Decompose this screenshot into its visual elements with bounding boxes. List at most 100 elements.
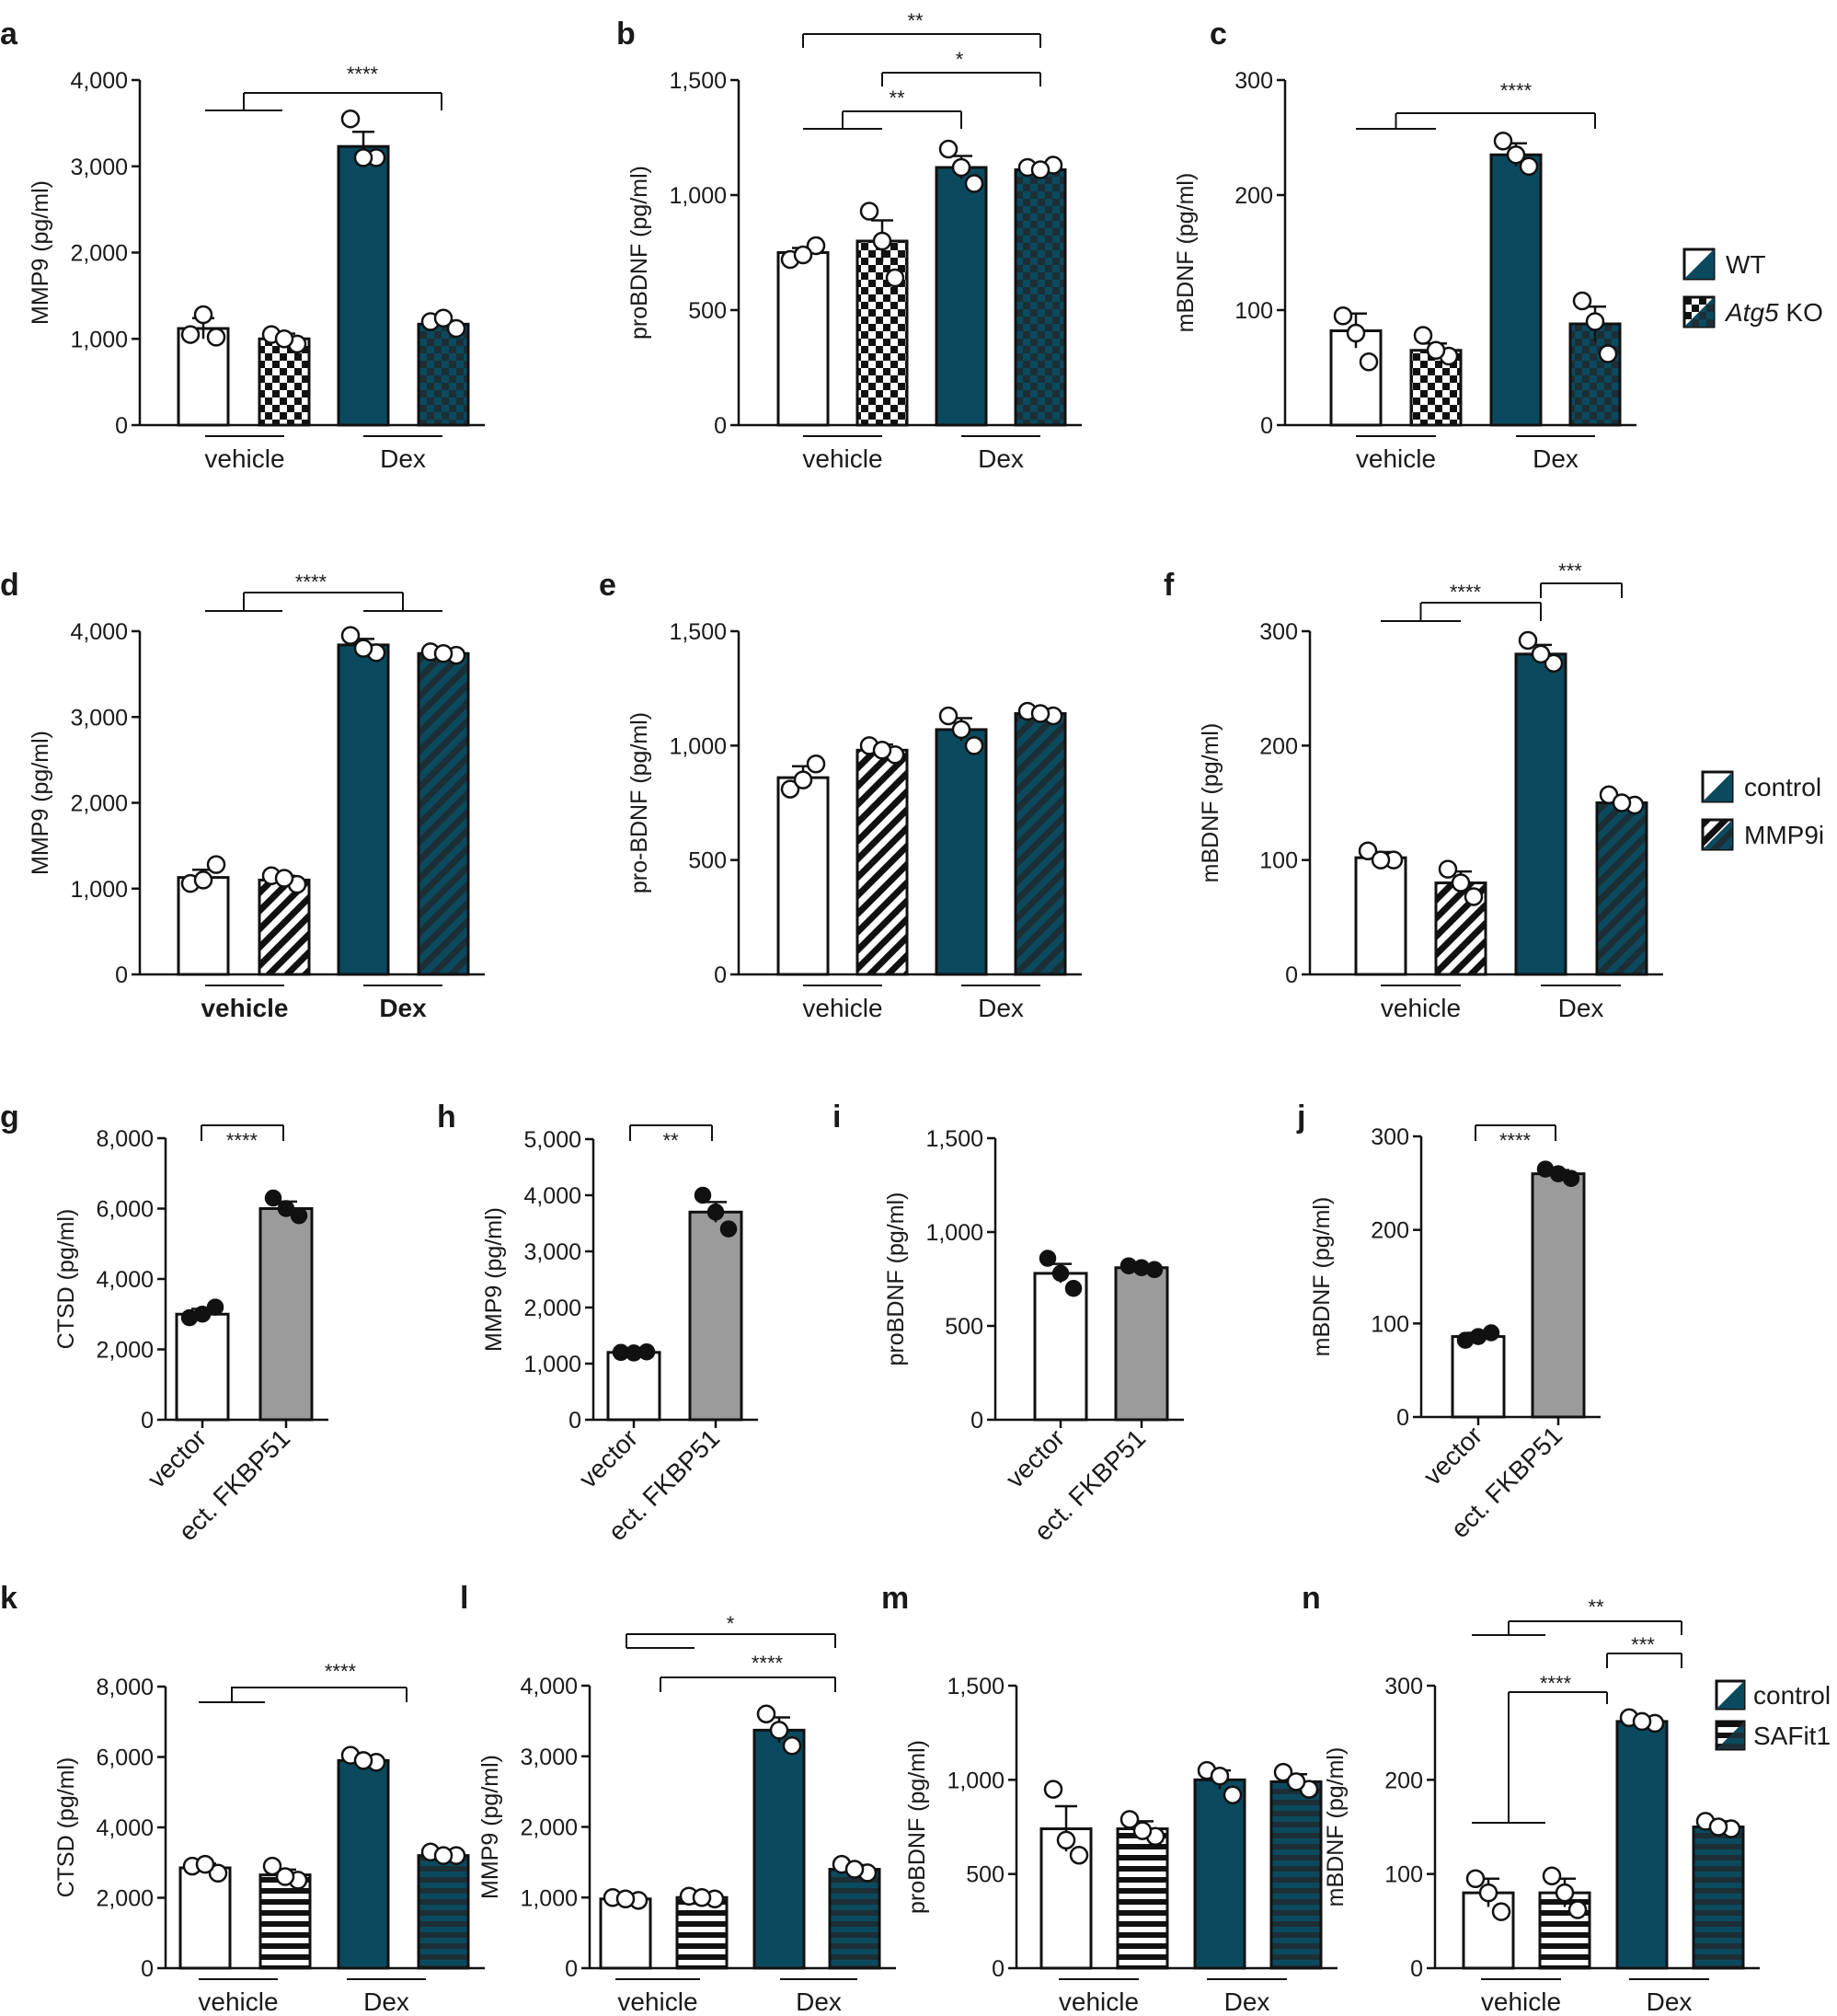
sig-label: **** <box>1540 1672 1572 1695</box>
legend-label-wt: WT <box>1726 250 1766 279</box>
bar <box>258 1873 312 1970</box>
panel-label: n <box>1302 1581 1321 1616</box>
legend-swatch-control-f <box>1701 770 1734 803</box>
panel-label: f <box>1164 568 1175 603</box>
data-point <box>1210 1766 1230 1786</box>
group-label: Dex <box>1533 444 1579 473</box>
y-tick-label: 4,000 <box>96 1267 154 1293</box>
group-label: Dex <box>978 994 1024 1022</box>
panel-label: i <box>832 1100 841 1135</box>
sig-label: *** <box>1631 1633 1655 1656</box>
y-tick-label: 0 <box>970 1408 983 1434</box>
y-tick-label: 0 <box>1285 962 1298 988</box>
sig-label: ** <box>889 86 905 109</box>
y-tick-label: 0 <box>115 962 128 988</box>
y-tick-label: 4,000 <box>520 1674 578 1699</box>
data-point <box>264 1189 282 1207</box>
sig-label: * <box>956 48 964 71</box>
data-point <box>1358 841 1378 860</box>
y-tick-label: 300 <box>1384 1674 1423 1699</box>
y-axis-label: MMP9 (pg/ml) <box>477 1755 503 1899</box>
bar <box>606 1351 661 1422</box>
data-point <box>1478 1883 1498 1903</box>
group-label: vehicle <box>1481 1987 1561 2016</box>
data-point <box>1273 1762 1293 1782</box>
data-point <box>1469 1328 1487 1345</box>
y-tick-label: 0 <box>714 413 727 439</box>
y-tick-label: 500 <box>688 298 727 324</box>
group-label: vehicle <box>1059 1987 1139 2016</box>
bar <box>337 144 390 427</box>
data-point <box>938 139 959 159</box>
data-point <box>353 639 373 658</box>
y-tick-label: 100 <box>1234 298 1273 324</box>
data-point <box>193 870 213 890</box>
y-tick-label: 2,000 <box>523 1296 581 1321</box>
y-tick-label: 3,000 <box>520 1745 578 1770</box>
x-tick-label: vector <box>1000 1423 1070 1493</box>
y-tick-label: 0 <box>714 962 727 988</box>
panel-k: k 0 2,000 4,000 6,000 8,000 CTSD (pg/ml) vehicl… <box>0 1581 485 2016</box>
data-point <box>1555 1883 1575 1903</box>
data-point <box>290 1206 308 1225</box>
data-point <box>694 1186 712 1204</box>
y-axis-label: mBDNF (pg/ml) <box>1323 1747 1349 1907</box>
y-tick-label: 200 <box>1234 183 1273 209</box>
data-point <box>193 305 213 325</box>
data-point <box>872 741 892 760</box>
bar <box>1033 1272 1088 1422</box>
sig-label: *** <box>1558 559 1582 582</box>
y-tick-label: 0 <box>115 413 128 439</box>
data-point <box>274 329 294 349</box>
y-tick-label: 500 <box>945 1314 983 1340</box>
y-tick-label: 6,000 <box>96 1197 154 1223</box>
sig-f: ******* <box>1419 559 1623 621</box>
sig-label: **** <box>1499 1129 1532 1152</box>
panel-label: m <box>881 1581 909 1616</box>
data-point <box>1491 1902 1511 1921</box>
sig-label: * <box>727 1612 735 1635</box>
data-point <box>1519 156 1539 176</box>
sig-label: **** <box>752 1652 784 1675</box>
bar <box>1531 1172 1586 1419</box>
x-tick-label: vector <box>1418 1421 1487 1491</box>
panel-e: e 0 500 1,000 1,500 pro-BDNF (pg/ml) vehicle De… <box>599 568 1082 1022</box>
data-point <box>780 779 800 799</box>
y-tick-label: 1,000 <box>70 877 128 903</box>
data-point <box>433 308 454 328</box>
legend-swatch-mmp9i <box>1701 818 1734 851</box>
panel-label: b <box>616 17 636 52</box>
bar <box>417 651 470 976</box>
bar <box>258 337 311 427</box>
sig-label: **** <box>1450 581 1482 604</box>
data-point <box>1030 160 1051 179</box>
y-tick-label: 100 <box>1259 848 1298 874</box>
y-tick-label: 500 <box>688 848 727 874</box>
group-label: Dex <box>978 444 1024 473</box>
bar <box>688 1210 743 1422</box>
bar <box>599 1897 652 1970</box>
legend-swatch-safit1 <box>1715 1720 1746 1751</box>
y-axis-label: CTSD (pg/ml) <box>53 1757 79 1898</box>
panel-c: c 0 100 200 300 mBDNF (pg/ml) vehicle Dex <box>1173 17 1636 473</box>
y-tick-label: 0 <box>141 1408 154 1434</box>
panel-n: n 0 100 200 300 mBDNF (pg/ml) vehicle Dex <box>1302 1581 1760 2016</box>
y-tick-label: 1,000 <box>947 1768 1005 1793</box>
y-tick-label: 0 <box>1260 413 1273 439</box>
data-point <box>1465 1869 1486 1889</box>
data-point <box>782 1735 802 1756</box>
data-point <box>706 1204 725 1221</box>
bar <box>1193 1778 1246 1970</box>
group-label: Dex <box>379 994 427 1022</box>
data-point <box>1359 352 1379 372</box>
bar <box>1014 712 1067 976</box>
data-point <box>1506 145 1526 165</box>
bar <box>1114 1266 1169 1422</box>
bar <box>935 166 988 427</box>
y-tick-label: 2,000 <box>520 1815 578 1841</box>
y-tick-label: 200 <box>1384 1768 1423 1793</box>
data-point <box>446 318 466 339</box>
data-point <box>1598 344 1618 363</box>
group-label: vehicle <box>1356 444 1436 473</box>
data-point <box>206 1298 224 1316</box>
